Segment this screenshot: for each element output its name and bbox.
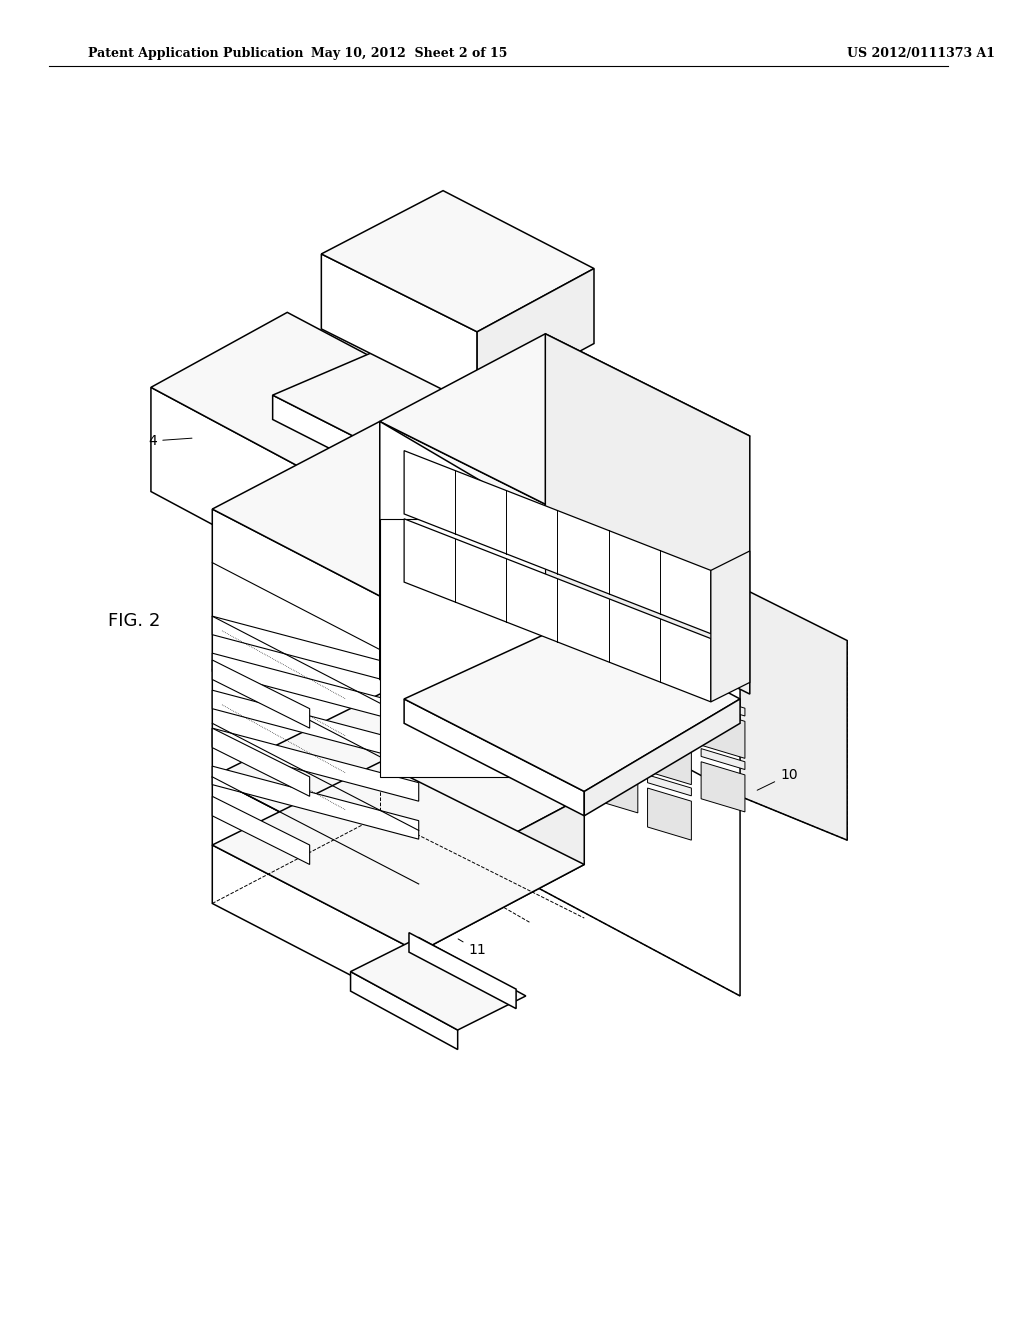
Text: U2: U2 [266,747,297,763]
Text: COT: COT [678,656,693,665]
Text: BCT: BCT [575,615,591,624]
Polygon shape [647,788,691,840]
Polygon shape [212,690,419,763]
Text: DEV: DEV [627,568,642,577]
Polygon shape [701,696,744,715]
Polygon shape [212,796,309,865]
Text: Patent Application Publication: Patent Application Publication [88,46,303,59]
Polygon shape [647,668,691,689]
Polygon shape [594,694,638,715]
Polygon shape [151,387,302,573]
Polygon shape [350,937,526,1030]
Text: 25: 25 [640,449,681,466]
Polygon shape [701,748,744,770]
Polygon shape [404,700,585,816]
Polygon shape [322,190,594,331]
Polygon shape [585,700,740,816]
Polygon shape [647,681,691,731]
Polygon shape [212,510,419,884]
Polygon shape [701,762,744,812]
Polygon shape [212,421,585,616]
Polygon shape [212,653,419,726]
Polygon shape [212,777,419,952]
Polygon shape [404,616,740,792]
Polygon shape [711,550,750,702]
Text: DEV: DEV [678,587,693,597]
Text: US 2012/0111373 A1: US 2012/0111373 A1 [847,46,995,59]
Polygon shape [380,334,750,524]
Polygon shape [212,729,309,796]
Polygon shape [212,660,309,729]
Polygon shape [647,734,691,784]
Text: U1: U1 [278,789,307,805]
Text: DEV: DEV [575,548,591,557]
Polygon shape [212,845,419,1011]
Text: 11: 11 [458,939,486,957]
Polygon shape [516,432,721,543]
Text: 4: 4 [148,434,191,447]
Polygon shape [380,421,546,777]
Polygon shape [272,308,721,519]
Text: COT: COT [627,635,642,645]
Polygon shape [272,395,516,543]
Text: May 10, 2012  Sheet 2 of 15: May 10, 2012 Sheet 2 of 15 [311,46,507,59]
Text: FIG. 2: FIG. 2 [109,612,161,630]
Polygon shape [212,762,585,952]
Polygon shape [647,721,691,742]
Polygon shape [212,766,419,840]
Text: 3B: 3B [540,345,575,364]
Polygon shape [419,524,585,884]
Text: 23: 23 [703,602,734,618]
Text: 3A: 3A [558,388,590,405]
Polygon shape [419,796,585,952]
Polygon shape [647,775,691,796]
Text: BCT: BCT [473,576,488,585]
Polygon shape [350,972,458,1049]
Polygon shape [380,519,546,777]
Polygon shape [151,313,438,469]
Polygon shape [594,708,638,758]
Text: 1: 1 [297,846,334,867]
Polygon shape [546,334,750,694]
Polygon shape [404,450,711,634]
Text: DEV: DEV [473,507,488,517]
Text: U3: U3 [266,651,295,667]
Text: 24: 24 [713,531,736,548]
Text: BCT: BCT [524,595,540,605]
Polygon shape [370,499,740,684]
Polygon shape [701,709,744,759]
Polygon shape [594,640,638,661]
Text: U4: U4 [716,568,741,583]
Text: 12: 12 [415,891,440,908]
Polygon shape [594,653,638,704]
Text: BCT: BCT [422,556,437,565]
Polygon shape [740,587,847,840]
Polygon shape [212,694,585,884]
Polygon shape [322,253,477,407]
Text: 10: 10 [757,768,798,791]
Polygon shape [477,268,594,407]
Polygon shape [212,616,419,689]
Text: U5: U5 [716,495,741,513]
Text: DEV: DEV [524,528,540,537]
Text: DEV: DEV [422,487,437,498]
Polygon shape [404,519,711,702]
Text: 2: 2 [239,710,268,726]
Polygon shape [594,747,638,768]
Polygon shape [212,729,419,801]
Text: 3: 3 [212,581,249,599]
Polygon shape [409,933,516,1008]
Polygon shape [594,760,638,813]
Polygon shape [530,684,740,997]
